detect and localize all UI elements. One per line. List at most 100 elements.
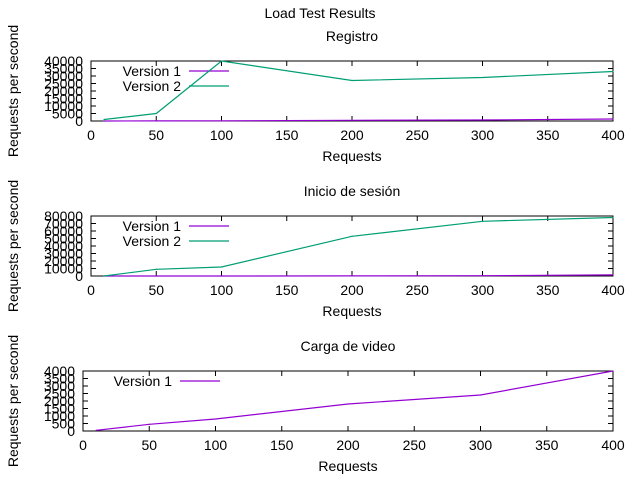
x-axis-label: Requests — [318, 458, 377, 474]
data-point — [612, 70, 614, 73]
x-tick-label: 150 — [270, 437, 294, 453]
y-tick-label: 1500 — [44, 401, 75, 417]
x-tick-label: 300 — [471, 127, 495, 143]
y-tick-label: 80000 — [44, 208, 83, 224]
data-point — [481, 119, 484, 121]
x-tick-label: 0 — [87, 282, 95, 298]
figure-title: Load Test Results — [264, 5, 375, 21]
x-tick-label: 200 — [336, 437, 360, 453]
y-tick-label: 3500 — [44, 371, 75, 387]
chart-title: Registro — [326, 28, 378, 44]
y-tick-label: 10000 — [44, 261, 83, 277]
series-line-version-2 — [103, 216, 614, 277]
data-point — [351, 119, 353, 121]
y-axis-label: Requests per second — [5, 335, 21, 467]
x-tick-label: 200 — [340, 127, 364, 143]
data-point — [351, 235, 353, 237]
x-tick-label: 350 — [536, 127, 560, 143]
x-tick-label: 200 — [340, 282, 364, 298]
x-tick-label: 400 — [601, 282, 625, 298]
series-line-version-2 — [103, 60, 614, 121]
x-tick-label: 100 — [210, 282, 234, 298]
x-tick-label: 100 — [204, 437, 228, 453]
x-tick-label: 50 — [148, 282, 164, 298]
data-point — [220, 120, 223, 122]
y-tick-label: 2000 — [44, 393, 75, 409]
y-tick-label: 15000 — [44, 91, 83, 107]
chart-title: Inicio de sesión — [304, 183, 401, 199]
y-tick-label: 25000 — [44, 76, 83, 92]
y-tick-label: 30000 — [44, 246, 83, 262]
data-point — [95, 429, 97, 431]
y-tick-label: 0 — [67, 423, 75, 439]
legend-label: Version 1 — [123, 218, 182, 234]
y-tick-label: 30000 — [44, 68, 83, 84]
data-point — [103, 118, 105, 121]
x-tick-label: 350 — [535, 437, 559, 453]
y-tick-label: 40000 — [44, 53, 83, 69]
data-point — [148, 423, 150, 425]
data-point — [155, 112, 157, 115]
data-point — [479, 394, 482, 396]
x-axis-label: Requests — [322, 148, 381, 164]
series-line-version-1 — [103, 118, 614, 122]
y-tick-label: 0 — [75, 268, 83, 284]
y-tick-label: 5000 — [52, 106, 83, 122]
x-tick-label: 350 — [536, 282, 560, 298]
y-tick-label: 20000 — [44, 83, 83, 99]
x-tick-label: 0 — [87, 127, 95, 143]
x-tick-label: 0 — [79, 437, 87, 453]
y-tick-label: 3000 — [44, 378, 75, 394]
data-point — [214, 418, 217, 420]
chart-registro: Registro 0 50 100 150 200 250 300 350 400 05000100… — [5, 25, 625, 164]
data-point — [481, 220, 484, 222]
data-point — [155, 120, 157, 122]
x-tick-label: 300 — [471, 282, 495, 298]
y-tick-label: 20000 — [44, 253, 83, 269]
x-tick-label: 400 — [601, 127, 625, 143]
data-point — [612, 216, 614, 219]
data-point — [351, 275, 353, 277]
y-tick-label: 70000 — [44, 216, 83, 232]
x-tick-label: 250 — [406, 127, 430, 143]
x-tick-label: 50 — [148, 127, 164, 143]
data-point — [220, 60, 223, 62]
y-tick-label: 4000 — [44, 363, 75, 379]
legend-label: Version 1 — [123, 63, 182, 79]
data-point — [155, 268, 157, 270]
data-point — [612, 370, 614, 372]
data-point — [155, 275, 157, 277]
x-tick-label: 50 — [141, 437, 157, 453]
y-tick-label: 2500 — [44, 386, 75, 402]
data-point — [103, 120, 105, 122]
chart-inicio-de-sesion: Inicio de sesión 0 50 100 150 200 250 300 350 400… — [5, 180, 625, 319]
y-tick-label: 50000 — [44, 231, 83, 247]
data-point — [612, 118, 614, 120]
legend-label: Version 2 — [123, 233, 182, 249]
series-line-version-1 — [104, 274, 614, 277]
x-tick-label: 100 — [210, 127, 234, 143]
data-point — [220, 266, 223, 268]
y-tick-label: 0 — [75, 113, 83, 129]
y-tick-label: 1000 — [44, 408, 75, 424]
x-tick-label: 300 — [469, 437, 493, 453]
x-tick-label: 150 — [275, 282, 299, 298]
x-tick-label: 150 — [275, 127, 299, 143]
legend-label: Version 1 — [114, 373, 173, 389]
data-point — [103, 275, 105, 277]
y-axis-label: Requests per second — [5, 25, 21, 157]
x-tick-label: 400 — [601, 437, 625, 453]
data-point — [347, 403, 349, 405]
data-point — [481, 275, 484, 277]
chart-title: Carga de video — [301, 338, 396, 354]
x-tick-label: 250 — [406, 282, 430, 298]
legend-label: Version 2 — [123, 78, 182, 94]
data-point — [220, 275, 223, 277]
data-point — [481, 76, 484, 79]
y-tick-label: 40000 — [44, 238, 83, 254]
y-axis-label: Requests per second — [5, 180, 21, 312]
data-point — [612, 274, 614, 276]
x-tick-label: 250 — [403, 437, 427, 453]
